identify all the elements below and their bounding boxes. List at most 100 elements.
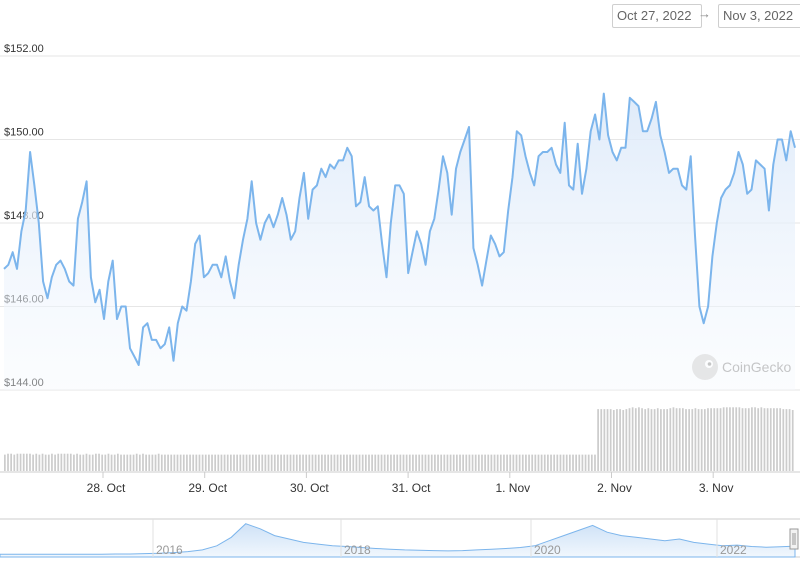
volume-bar [361, 454, 364, 471]
volume-bar [732, 407, 734, 471]
volume-bar [311, 454, 314, 471]
volume-bar [142, 453, 144, 471]
volume-bar [129, 454, 132, 471]
volume-bar [434, 454, 436, 471]
volume-bar [644, 409, 647, 471]
volume-bar [148, 454, 151, 471]
volume-bar [95, 453, 97, 471]
x-tick-label: 2. Nov [597, 481, 632, 495]
volume-bar [35, 453, 38, 471]
volume-bar [330, 454, 333, 471]
volume-bar [543, 454, 546, 471]
volume-bar [628, 408, 631, 471]
volume-bar [509, 454, 512, 471]
volume-bar [29, 453, 31, 471]
volume-bar [534, 454, 537, 471]
volume-bar [10, 453, 13, 471]
volume-bar [317, 454, 320, 471]
volume-bar [57, 453, 60, 471]
range-from-input[interactable]: Oct 27, 2022 [612, 4, 702, 28]
volume-bar [264, 454, 267, 471]
volume-bar [634, 408, 637, 471]
volume-bar [521, 454, 524, 471]
volume-bar [462, 454, 465, 471]
volume-bar [666, 409, 669, 471]
volume-bar [336, 454, 339, 471]
volume-bar [104, 454, 107, 471]
volume-bar [16, 453, 19, 471]
volume-bar [653, 409, 656, 471]
volume-bar [386, 454, 389, 471]
volume-bar [13, 454, 16, 471]
volume-bar [333, 454, 336, 471]
volume-bar [396, 454, 399, 471]
navigator-series [0, 523, 796, 558]
volume-bar [292, 454, 295, 471]
volume-bar [374, 454, 377, 471]
volume-bar [609, 409, 612, 471]
volume-bar [547, 454, 549, 471]
volume-bar [525, 454, 527, 471]
volume-bar [60, 453, 63, 471]
volume-bar [685, 409, 687, 471]
volume-bar [562, 454, 565, 471]
volume-bar [167, 454, 169, 471]
volume-bar [487, 454, 490, 471]
volume-bar [383, 454, 386, 471]
volume-bar [44, 454, 47, 471]
volume-bar [88, 454, 91, 471]
volume-bar [710, 408, 712, 471]
volume-bar [754, 407, 756, 471]
volume-bar [697, 409, 700, 471]
volume-bars [4, 407, 794, 471]
volume-bar [54, 454, 56, 471]
volume-bar [493, 454, 496, 471]
volume-bar [757, 408, 760, 471]
volume-bar [405, 454, 408, 471]
volume-bar [619, 409, 621, 471]
volume-bar [581, 454, 584, 471]
volume-bar [415, 454, 417, 471]
volume-bar [578, 454, 581, 471]
volume-bar [132, 454, 135, 471]
volume-bar [575, 454, 578, 471]
navigator-label: 2018 [344, 543, 371, 557]
volume-bar [135, 453, 138, 471]
volume-bar [173, 454, 176, 471]
volume-bar [776, 408, 778, 471]
volume-bar [437, 454, 439, 471]
volume-bar [782, 409, 785, 471]
volume-bar [201, 454, 204, 471]
volume-bar [245, 454, 248, 471]
volume-bar [537, 454, 540, 471]
volume-bar [490, 454, 493, 471]
volume-bar [572, 454, 574, 471]
volume-bar [299, 454, 301, 471]
volume-bar [477, 454, 480, 471]
navigator-label: 2020 [534, 543, 561, 557]
navigator[interactable]: 2016 2018 2020 2022 [0, 518, 800, 558]
volume-bar [4, 454, 6, 471]
volume-bar [468, 454, 471, 471]
volume-bar [440, 454, 443, 471]
volume-bar [346, 454, 348, 471]
volume-bar [273, 454, 276, 471]
x-tick-label: 30. Oct [290, 481, 329, 495]
volume-bar [452, 454, 455, 471]
volume-bar [606, 409, 609, 471]
volume-bar [233, 454, 235, 471]
volume-bar [47, 454, 50, 471]
range-to-input[interactable]: Nov 3, 2022 [718, 4, 800, 28]
volume-bar [267, 454, 270, 471]
volume-bar [597, 409, 599, 471]
volume-bar [735, 407, 738, 471]
volume-bar [324, 454, 326, 471]
volume-bar [700, 409, 703, 471]
volume-bar [449, 454, 452, 471]
volume-bar [713, 408, 716, 471]
navigator-handle[interactable] [789, 528, 799, 550]
volume-bar [339, 454, 342, 471]
volume-bar [656, 408, 659, 471]
volume-bar [69, 453, 72, 471]
